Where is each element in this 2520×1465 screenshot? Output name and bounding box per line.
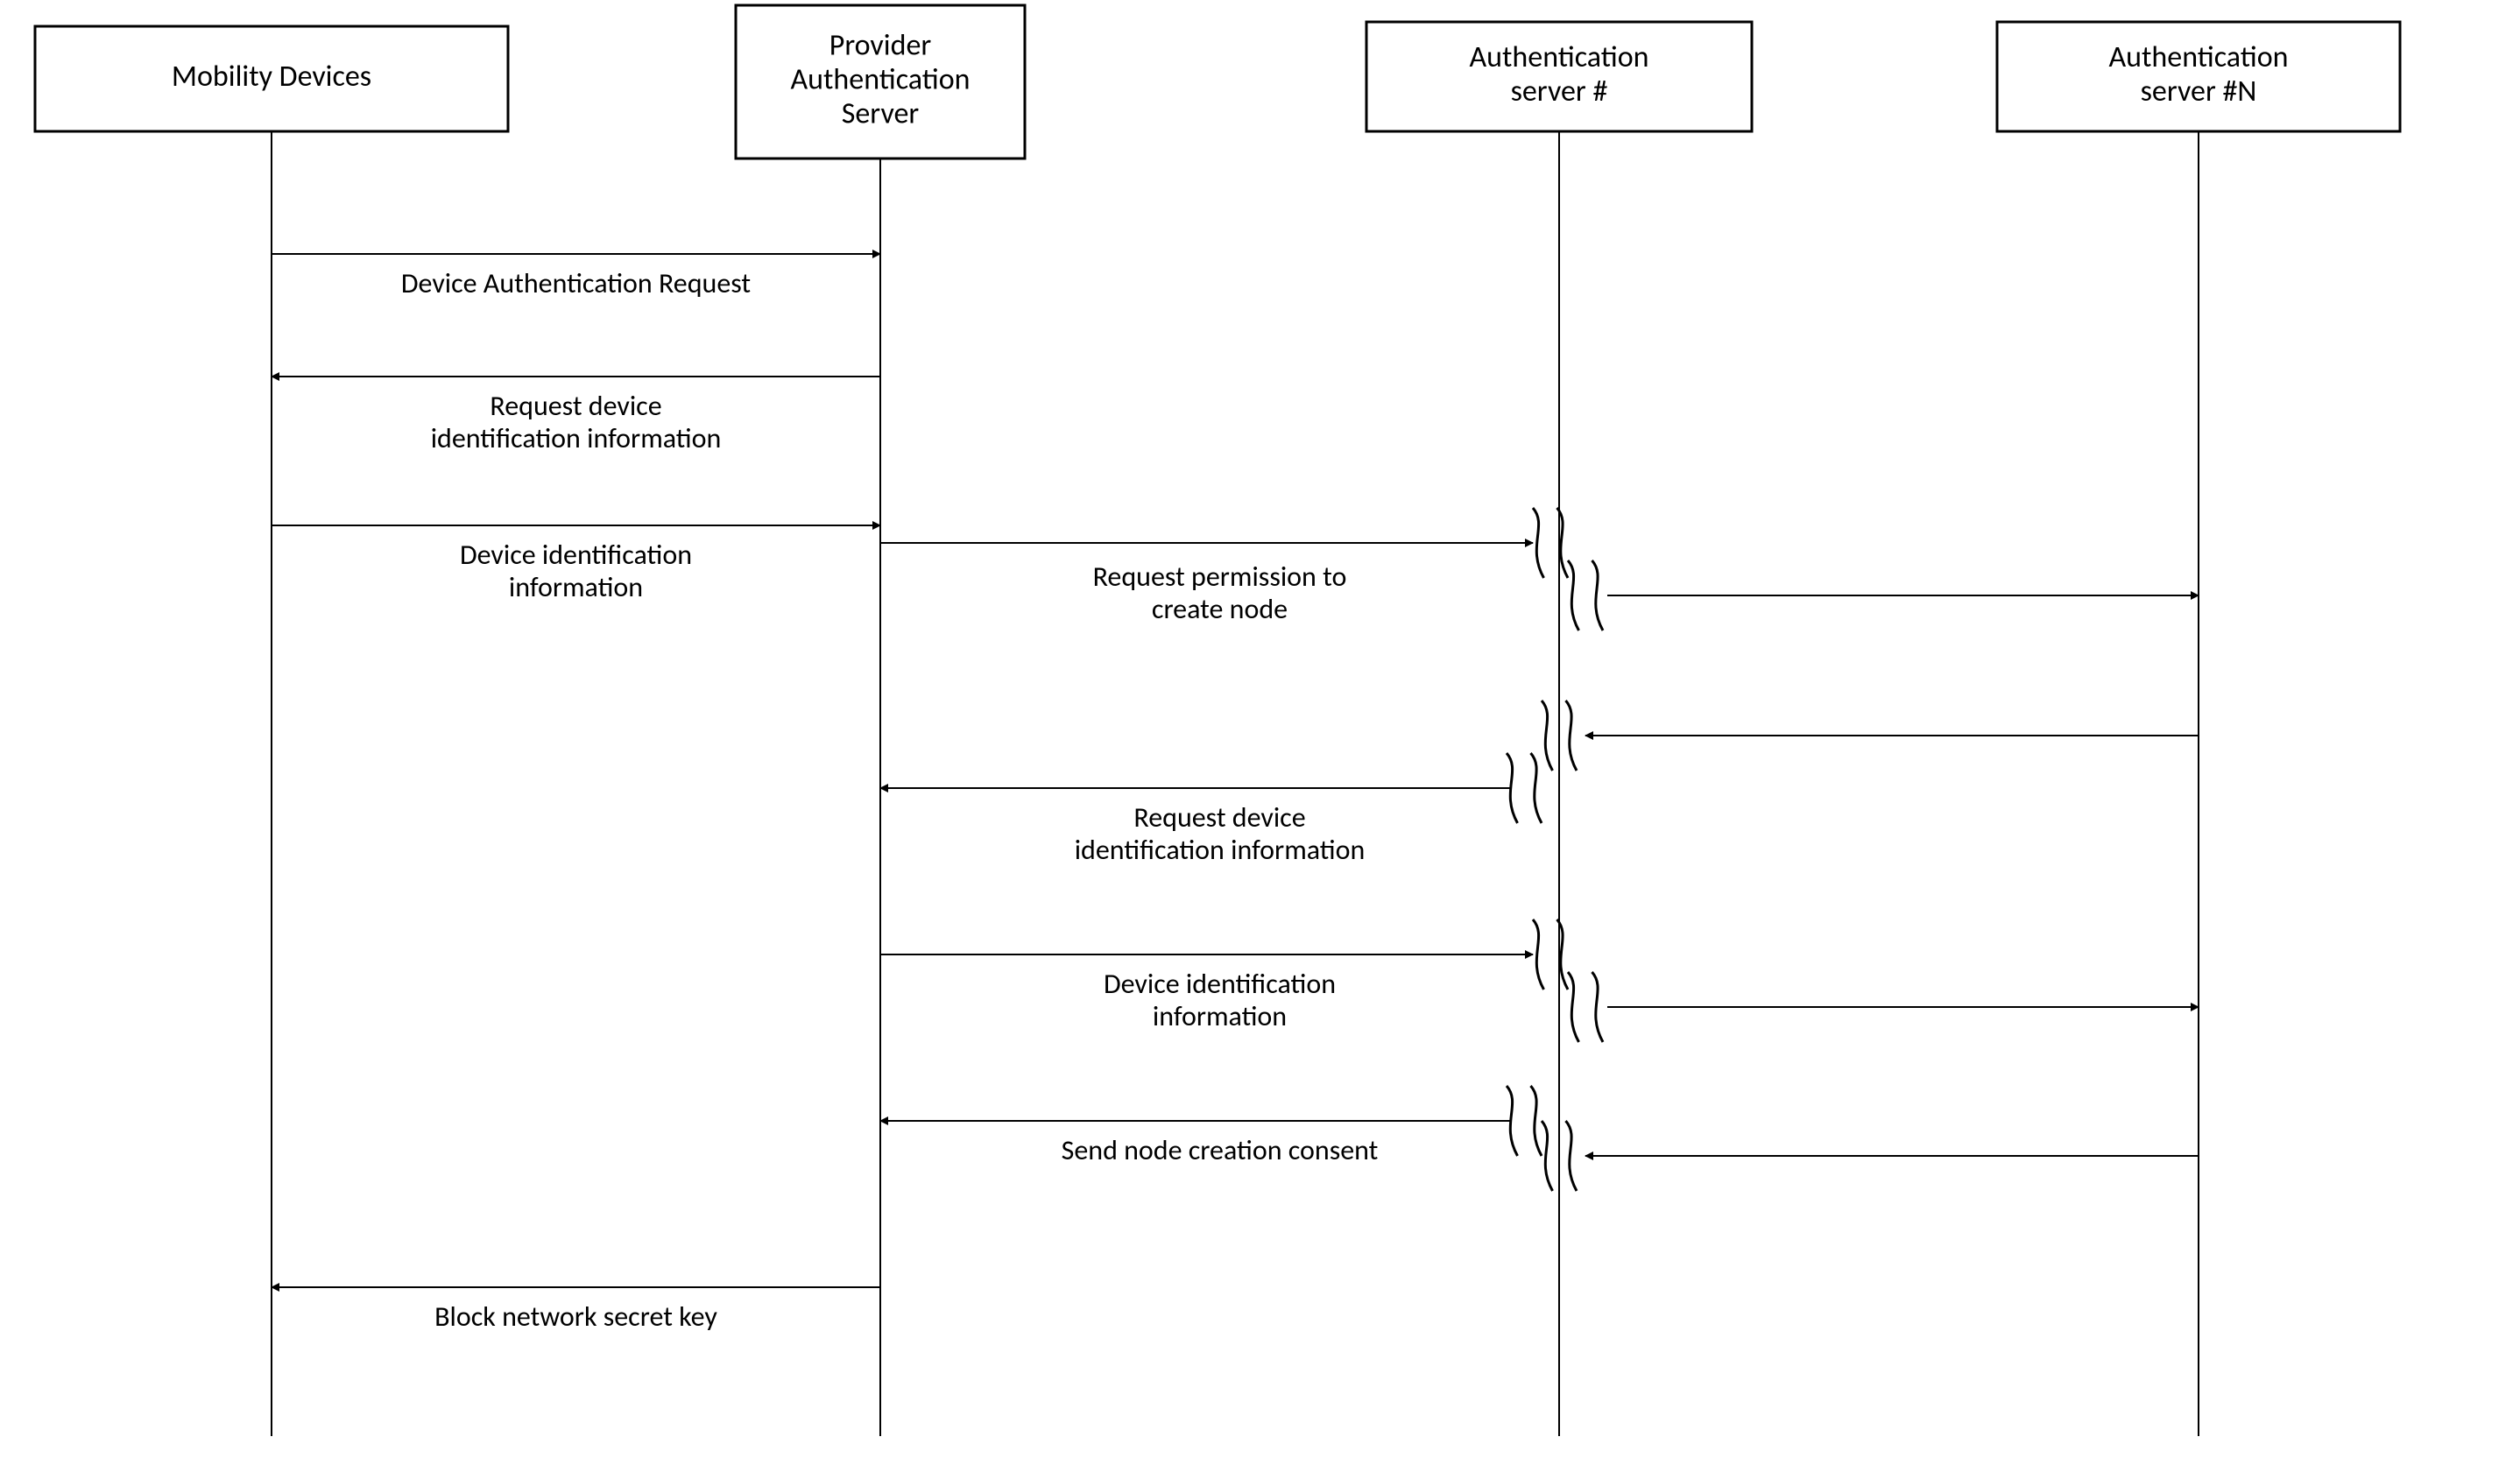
break-glyph: [1533, 919, 1544, 990]
participant-mobility: Mobility Devices: [35, 26, 508, 131]
participant-label: Authentication: [1470, 39, 1649, 75]
participants-layer: Mobility DevicesProviderAuthenticationSe…: [35, 5, 2400, 158]
break-glyph: [1542, 701, 1553, 771]
message-m5b: [1542, 701, 2199, 771]
message-label: Request permission to: [1093, 560, 1347, 594]
break-glyph: [1592, 560, 1604, 630]
messages-layer: Device Authentication Request Request dev…: [272, 254, 2199, 1334]
break-glyph: [1566, 701, 1578, 771]
message-label: identification information: [431, 421, 722, 455]
participant-authHash: Authenticationserver #: [1366, 22, 1752, 131]
participant-authN: Authenticationserver #N: [1997, 22, 2400, 131]
message-m7a: Send node creation consent: [880, 1086, 1542, 1167]
message-label: Request device: [1133, 800, 1305, 835]
message-label: create node: [1152, 592, 1288, 626]
message-m4b: [1568, 560, 2199, 630]
message-label: Device Authentication Request: [401, 266, 752, 300]
participant-label: Mobility Devices: [172, 59, 371, 95]
message-label: Device identification: [1104, 967, 1336, 1001]
break-glyph: [1533, 508, 1544, 578]
participant-provider: ProviderAuthenticationServer: [736, 5, 1025, 158]
break-glyph: [1531, 753, 1542, 823]
participant-label: Authentication: [2109, 39, 2289, 75]
break-glyph: [1542, 1121, 1553, 1191]
break-glyph: [1568, 560, 1579, 630]
message-m5a: Request deviceidentification information: [880, 753, 1542, 867]
message-m3: Device identificationinformation: [272, 525, 880, 604]
sequence-diagram-container: Mobility DevicesProviderAuthenticationSe…: [0, 0, 2520, 1465]
message-label: identification information: [1075, 833, 1366, 867]
message-m1: Device Authentication Request: [272, 254, 880, 300]
message-label: information: [1153, 999, 1287, 1033]
message-m2: Request deviceidentification information: [272, 377, 880, 455]
participant-label: Provider: [829, 28, 932, 64]
break-glyph: [1568, 972, 1579, 1042]
message-label: Block network secret key: [434, 1299, 717, 1334]
message-m7b: [1542, 1121, 2199, 1191]
participant-label: server #: [1511, 74, 1608, 109]
message-label: Request device: [490, 389, 661, 423]
message-m6b: [1568, 972, 2199, 1042]
message-m8: Block network secret key: [272, 1287, 880, 1334]
participant-label: Authentication: [791, 62, 971, 98]
message-m4a: Request permission tocreate node: [880, 508, 1568, 626]
break-glyph: [1531, 1086, 1542, 1156]
sequence-diagram-svg: Mobility DevicesProviderAuthenticationSe…: [0, 0, 2520, 1465]
participant-label: server #N: [2141, 74, 2257, 109]
message-label: Send node creation consent: [1062, 1133, 1379, 1167]
lifelines-layer: [272, 131, 2199, 1436]
break-glyph: [1566, 1121, 1578, 1191]
message-label: Device identification: [460, 538, 692, 572]
message-label: information: [509, 570, 643, 604]
participant-label: Server: [842, 96, 920, 132]
message-m6a: Device identificationinformation: [880, 919, 1568, 1033]
break-glyph: [1592, 972, 1604, 1042]
